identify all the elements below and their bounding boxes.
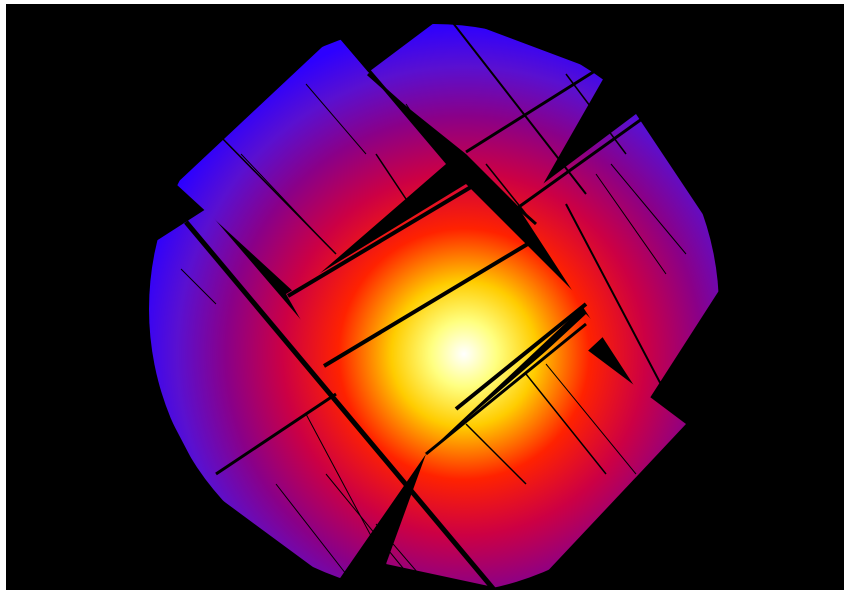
tile-center	[326, 244, 586, 454]
tile-center-lower	[446, 314, 606, 464]
exposure-map-tiles	[149, 24, 719, 590]
exposure-map-graphic	[135, 13, 719, 590]
tile-bottom	[386, 334, 686, 590]
tile-center-upper	[286, 184, 526, 364]
tile-left	[149, 209, 426, 584]
tile-right	[516, 114, 719, 404]
chip-gap-lines	[135, 13, 707, 590]
image-canvas	[6, 4, 844, 590]
tile-top-left	[176, 34, 446, 294]
tile-top-right	[366, 24, 606, 214]
